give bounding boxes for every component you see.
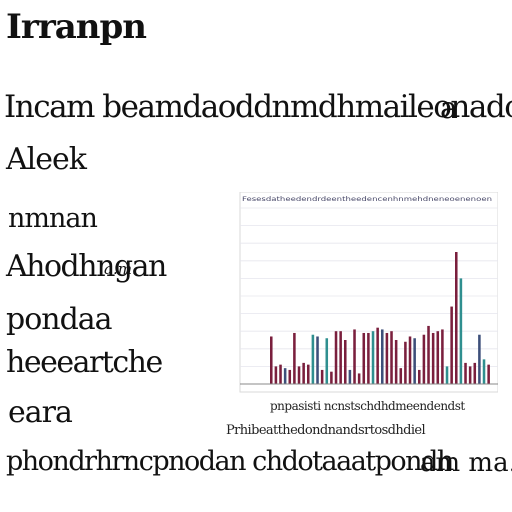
chart-bar xyxy=(473,362,477,384)
chart-bar xyxy=(357,373,361,384)
chart-bar xyxy=(307,364,310,384)
embedded-chart-figure: Fesesdatheedendrdeentheedencenhnmehdnene… xyxy=(226,192,498,442)
chart-bar xyxy=(431,332,435,384)
chart-bar xyxy=(450,306,453,384)
chart-bar xyxy=(339,331,342,384)
chart-bar xyxy=(376,327,379,384)
chart-bar xyxy=(487,364,490,384)
chart-bar xyxy=(353,329,356,384)
chart-bar xyxy=(427,325,430,384)
chart-bar xyxy=(418,369,421,384)
chart-bar xyxy=(385,332,389,384)
footer-line: phondrhrncpnodan chdotaaatpondh xyxy=(6,446,454,477)
body-line: nmnan xyxy=(8,203,98,234)
chart-bars xyxy=(270,252,490,384)
body-line: Ahodhngan xyxy=(6,249,167,284)
chart-bar xyxy=(482,359,486,384)
chart-bar xyxy=(404,341,407,384)
chart-bar xyxy=(445,366,449,384)
chart-header-text: Fesesdatheedendrdeentheedencenhnmehdnene… xyxy=(242,196,492,203)
subheading: Aleek xyxy=(6,142,87,177)
chart-bar xyxy=(297,366,301,384)
chart-bar xyxy=(478,334,481,384)
chart-bar xyxy=(381,329,384,384)
chart-bar xyxy=(394,340,398,384)
chart-bar xyxy=(316,336,319,384)
section-heading-suffix: a xyxy=(440,91,458,126)
chart-bar xyxy=(270,336,273,384)
chart-bar xyxy=(274,366,278,384)
chart-bar xyxy=(367,332,370,384)
body-line: heeeartche xyxy=(6,345,163,380)
chart-bar xyxy=(441,329,444,384)
body-line: eara xyxy=(8,395,73,430)
chart-bar xyxy=(455,252,458,384)
page-title: Irranpn xyxy=(6,7,147,47)
chart-bar xyxy=(464,362,467,384)
chart-bar xyxy=(468,366,472,384)
chart-bar xyxy=(293,332,296,384)
chart-bar xyxy=(399,368,403,384)
footer-line-suffix: am ma. xyxy=(420,448,512,478)
chart-bar xyxy=(436,331,440,384)
chart-caption: pnpasisti ncnstschdhdmeendendst xyxy=(270,399,465,413)
chart-caption: Prhibeatthedondnandsrtosdhdiel xyxy=(226,423,426,438)
chart-bar xyxy=(371,331,375,384)
chart-bar xyxy=(279,364,282,384)
body-line: pondaa xyxy=(6,302,113,337)
chart-bar xyxy=(413,338,416,384)
bar-chart: Fesesdatheedendrdeentheedencenhnmehdnene… xyxy=(239,192,498,393)
chart-bar xyxy=(288,369,292,384)
chart-bar xyxy=(330,371,333,384)
chart-bar xyxy=(311,334,315,384)
chart-bar xyxy=(362,332,366,384)
chart-bar xyxy=(302,362,305,384)
chart-bar xyxy=(283,368,287,384)
chart-bar xyxy=(422,334,426,384)
chart-bar xyxy=(348,369,352,384)
chart-bar xyxy=(408,336,412,384)
section-heading: Incam beamdaoddnmdhmaileonadch xyxy=(4,89,512,125)
body-line-note: a.m. xyxy=(104,260,137,278)
chart-bar xyxy=(320,369,324,384)
chart-bar xyxy=(325,338,329,384)
chart-bar xyxy=(344,340,347,384)
chart-bar xyxy=(459,278,463,384)
chart-bar xyxy=(334,331,338,384)
chart-bar xyxy=(390,331,393,384)
